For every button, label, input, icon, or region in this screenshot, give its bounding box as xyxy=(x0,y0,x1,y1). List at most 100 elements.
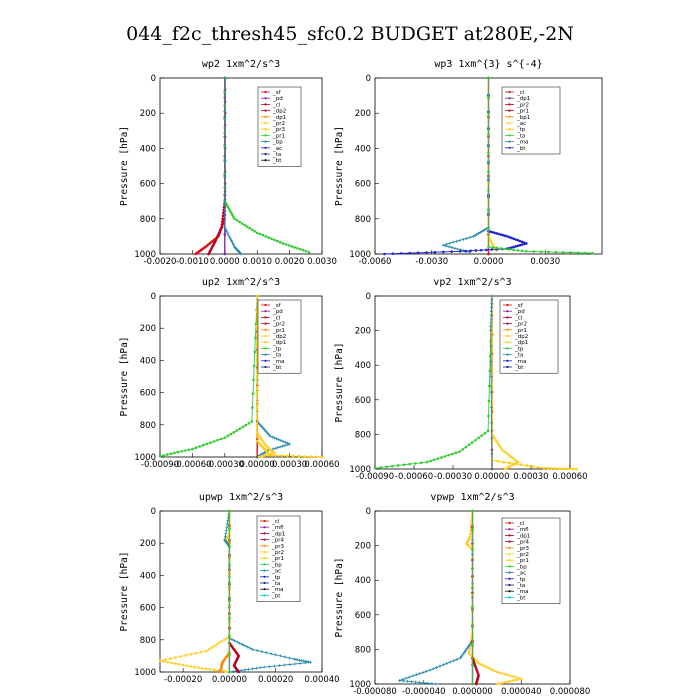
data-point xyxy=(425,460,429,464)
panel-4: vp2 1xm^2/s^3 Pressure [hPa] 0 200 400 600 800… xyxy=(334,277,588,482)
y-tick-label: 800 xyxy=(140,636,156,646)
data-point xyxy=(414,680,418,684)
data-point xyxy=(448,241,452,245)
data-point xyxy=(487,666,491,670)
legend-entry: _ma xyxy=(514,359,526,365)
data-point xyxy=(488,384,491,388)
data-point xyxy=(514,238,518,241)
series-line xyxy=(488,78,593,254)
data-point xyxy=(255,231,259,235)
data-point xyxy=(450,246,454,250)
legend-marker xyxy=(264,109,267,112)
y-tick-label: 600 xyxy=(355,611,371,621)
legend-marker xyxy=(264,159,267,162)
data-point xyxy=(453,246,457,250)
data-point xyxy=(467,443,471,447)
legend-entry: _dp1 xyxy=(272,115,286,121)
y-tick-label: 0 xyxy=(366,292,371,302)
data-point xyxy=(487,208,490,211)
data-point xyxy=(468,643,472,647)
data-point xyxy=(461,652,465,656)
x-tick-label: 0.000040 xyxy=(501,687,542,697)
data-point xyxy=(490,452,494,456)
data-point xyxy=(274,454,278,457)
legend-marker xyxy=(508,583,511,587)
data-point xyxy=(228,652,231,656)
legend-marker xyxy=(508,146,511,149)
y-tick-label: 0 xyxy=(151,74,156,84)
legend-entry: _ac xyxy=(516,571,526,577)
data-point xyxy=(433,250,437,254)
data-point xyxy=(278,240,282,244)
data-point xyxy=(220,220,224,224)
data-point xyxy=(279,439,283,443)
series-pr1 xyxy=(158,509,231,674)
data-point xyxy=(255,407,259,411)
data-point xyxy=(250,228,254,232)
data-point xyxy=(201,666,204,670)
data-point xyxy=(546,466,549,470)
data-point xyxy=(474,682,478,686)
data-point xyxy=(267,665,271,669)
data-point xyxy=(401,677,405,681)
data-point xyxy=(490,306,494,310)
legend: _sf_pd_cl_dp2_dp1_pr2_pr3_pr1_bp_ac_ta_b… xyxy=(257,86,302,167)
data-point xyxy=(411,674,415,678)
y-tick-label: 200 xyxy=(140,324,156,334)
data-point xyxy=(231,213,234,217)
series-line xyxy=(441,78,489,253)
panel-title: vpwp 1xm^2/s^3 xyxy=(430,492,514,503)
series-bp xyxy=(228,509,231,674)
legend-entry: _ta xyxy=(272,353,281,359)
data-point xyxy=(469,532,472,536)
data-point xyxy=(194,446,198,449)
legend-entry: _cl xyxy=(516,90,525,96)
data-point xyxy=(254,336,257,340)
data-point xyxy=(519,463,523,466)
data-point xyxy=(495,682,499,686)
data-point xyxy=(245,645,249,649)
data-point xyxy=(296,247,299,250)
data-point xyxy=(490,436,494,440)
data-point xyxy=(231,243,235,247)
legend-marker xyxy=(506,322,509,325)
data-point xyxy=(224,532,228,536)
data-point xyxy=(255,423,259,427)
data-point xyxy=(489,359,493,363)
legend-entry: _ta xyxy=(516,133,525,139)
data-point xyxy=(489,321,493,325)
data-point xyxy=(462,650,466,654)
legend-box xyxy=(501,517,561,604)
data-point xyxy=(217,641,221,645)
data-point xyxy=(235,640,239,644)
data-point xyxy=(225,230,229,234)
legend-marker xyxy=(263,569,266,572)
data-point xyxy=(539,250,543,254)
data-point xyxy=(509,679,512,683)
data-point xyxy=(162,454,165,457)
data-point xyxy=(221,217,224,221)
data-point xyxy=(414,673,418,677)
data-point xyxy=(465,646,469,650)
data-point xyxy=(532,250,535,253)
data-point xyxy=(307,660,311,664)
legend-entry: _pr2 xyxy=(514,322,527,328)
data-point xyxy=(500,681,504,685)
data-point xyxy=(504,247,507,251)
data-point xyxy=(438,664,442,668)
data-point xyxy=(488,369,492,373)
data-point xyxy=(520,249,524,253)
data-point xyxy=(193,665,197,669)
legend-entry: _pr3 xyxy=(516,546,530,552)
data-point xyxy=(201,443,205,447)
data-point xyxy=(414,462,417,465)
plot-frame xyxy=(159,510,323,673)
data-point xyxy=(473,233,477,237)
legend-entry: _pr3 xyxy=(272,127,286,133)
data-point xyxy=(197,666,200,670)
data-point xyxy=(477,436,480,440)
data-point xyxy=(227,207,231,211)
data-point xyxy=(441,663,445,667)
y-axis-label: Pressure [hPa] xyxy=(119,126,130,206)
data-point xyxy=(418,672,422,676)
